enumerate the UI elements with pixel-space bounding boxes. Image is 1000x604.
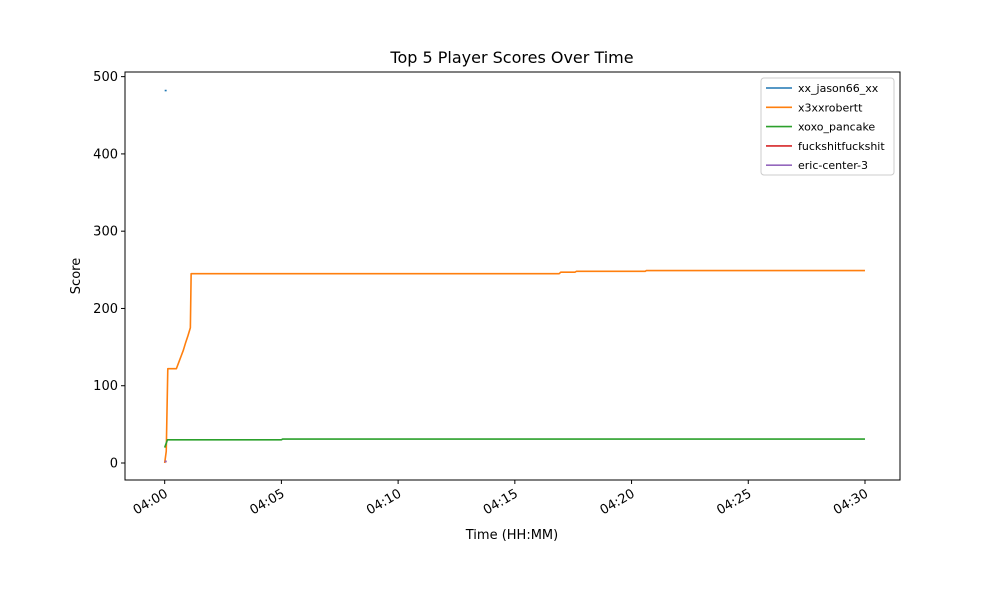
x-axis-label: Time (HH:MM) <box>465 528 558 543</box>
legend-entry: x3xxrobertt <box>798 101 863 114</box>
series-line-2 <box>163 438 865 448</box>
y-tick-label: 100 <box>93 379 118 394</box>
x-tick-label: 04:20 <box>598 486 638 518</box>
legend-entry: eric-center-3 <box>798 159 868 172</box>
x-tick-label: 04:15 <box>481 486 521 518</box>
y-axis-label: Score <box>69 258 84 294</box>
y-tick-label: 400 <box>93 147 118 162</box>
y-tick-label: 500 <box>93 70 118 85</box>
x-tick-label: 04:25 <box>714 486 754 518</box>
legend-entry: xoxo_pancake <box>798 121 875 134</box>
legend-box <box>760 77 895 176</box>
x-ticks: 04:00 04:05 04:10 04:15 04:20 04:25 04:30 <box>131 480 871 518</box>
series-line-1 <box>163 269 865 464</box>
y-tick-label: 300 <box>93 225 118 240</box>
x-tick-label: 04:05 <box>247 486 287 518</box>
legend: xx_jason66_xx x3xxrobertt xoxo_pancakefuck… <box>760 77 895 176</box>
legend-entry: fuckshitfuckshit <box>798 140 885 153</box>
y-ticks: 0 100 200 300 400 500 <box>93 70 125 472</box>
series-lines <box>163 89 865 464</box>
y-tick-label: 0 <box>110 457 118 472</box>
x-tick-label: 04:30 <box>831 486 871 518</box>
x-tick-label: 04:10 <box>364 486 404 518</box>
x-tick-label: 04:00 <box>131 486 171 518</box>
chart-title: Top 5 Player Scores Over Time <box>389 48 633 67</box>
legend-entry: xx_jason66_xx <box>798 82 879 95</box>
plot-frame <box>124 71 901 481</box>
y-tick-label: 200 <box>93 302 118 317</box>
